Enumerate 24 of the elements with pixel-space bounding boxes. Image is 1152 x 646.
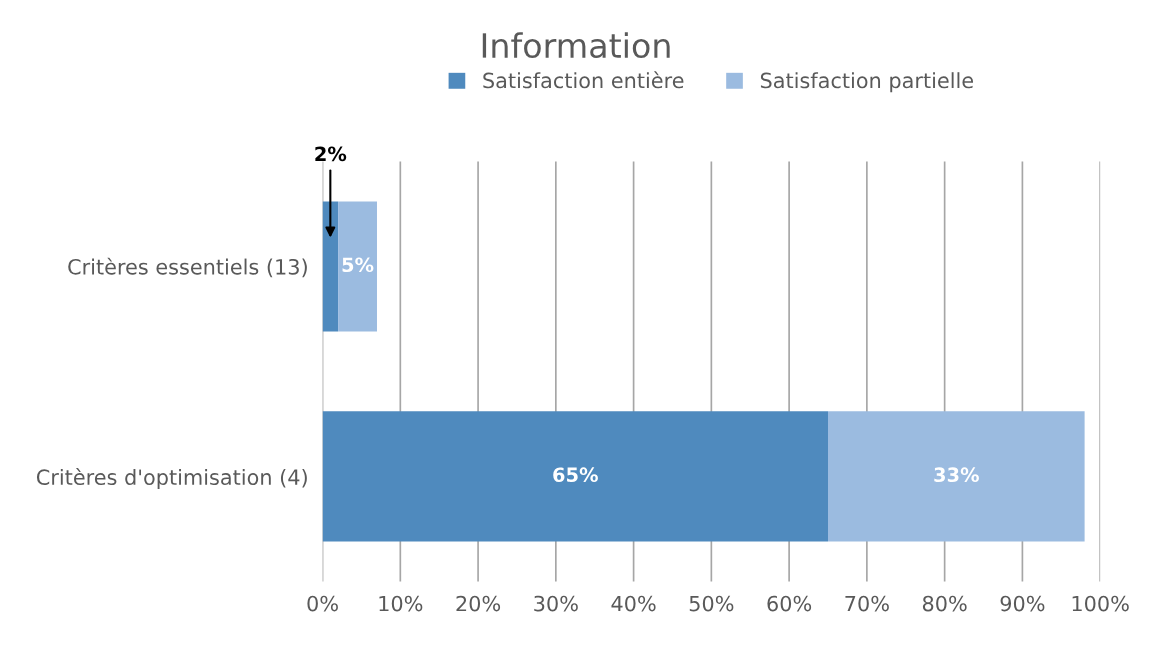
x-tick-label: 10% (379, 595, 423, 612)
x-tick-label: 40% (611, 595, 656, 612)
x-tick-label: 100% (1072, 595, 1129, 612)
x-tick-label: 80% (922, 595, 967, 612)
chart-title: Information (482, 32, 670, 59)
data-label: 5% (342, 257, 374, 273)
x-tick-label: 20% (456, 595, 501, 612)
bar (338, 201, 377, 332)
data-label: 33% (934, 467, 979, 483)
bar (322, 411, 828, 542)
y-tick-label: Critères essentiels (13) (68, 257, 307, 278)
legend-label: Satisfaction partielle (760, 72, 974, 93)
x-tick-label: 90% (1000, 595, 1045, 612)
x-tick-label: 60% (767, 595, 812, 612)
bar (828, 411, 1085, 542)
x-tick-label: 50% (689, 595, 734, 612)
bar (322, 201, 339, 332)
x-tick-label: 70% (845, 595, 889, 612)
legend-label: Satisfaction entière (483, 71, 684, 89)
data-label: 65% (553, 467, 598, 483)
x-tick-label: 30% (534, 595, 578, 612)
data-label: 2% (315, 146, 347, 162)
y-tick-label: Critères d'optimisation (4) (36, 468, 307, 490)
x-tick-label: 0% (307, 595, 338, 612)
